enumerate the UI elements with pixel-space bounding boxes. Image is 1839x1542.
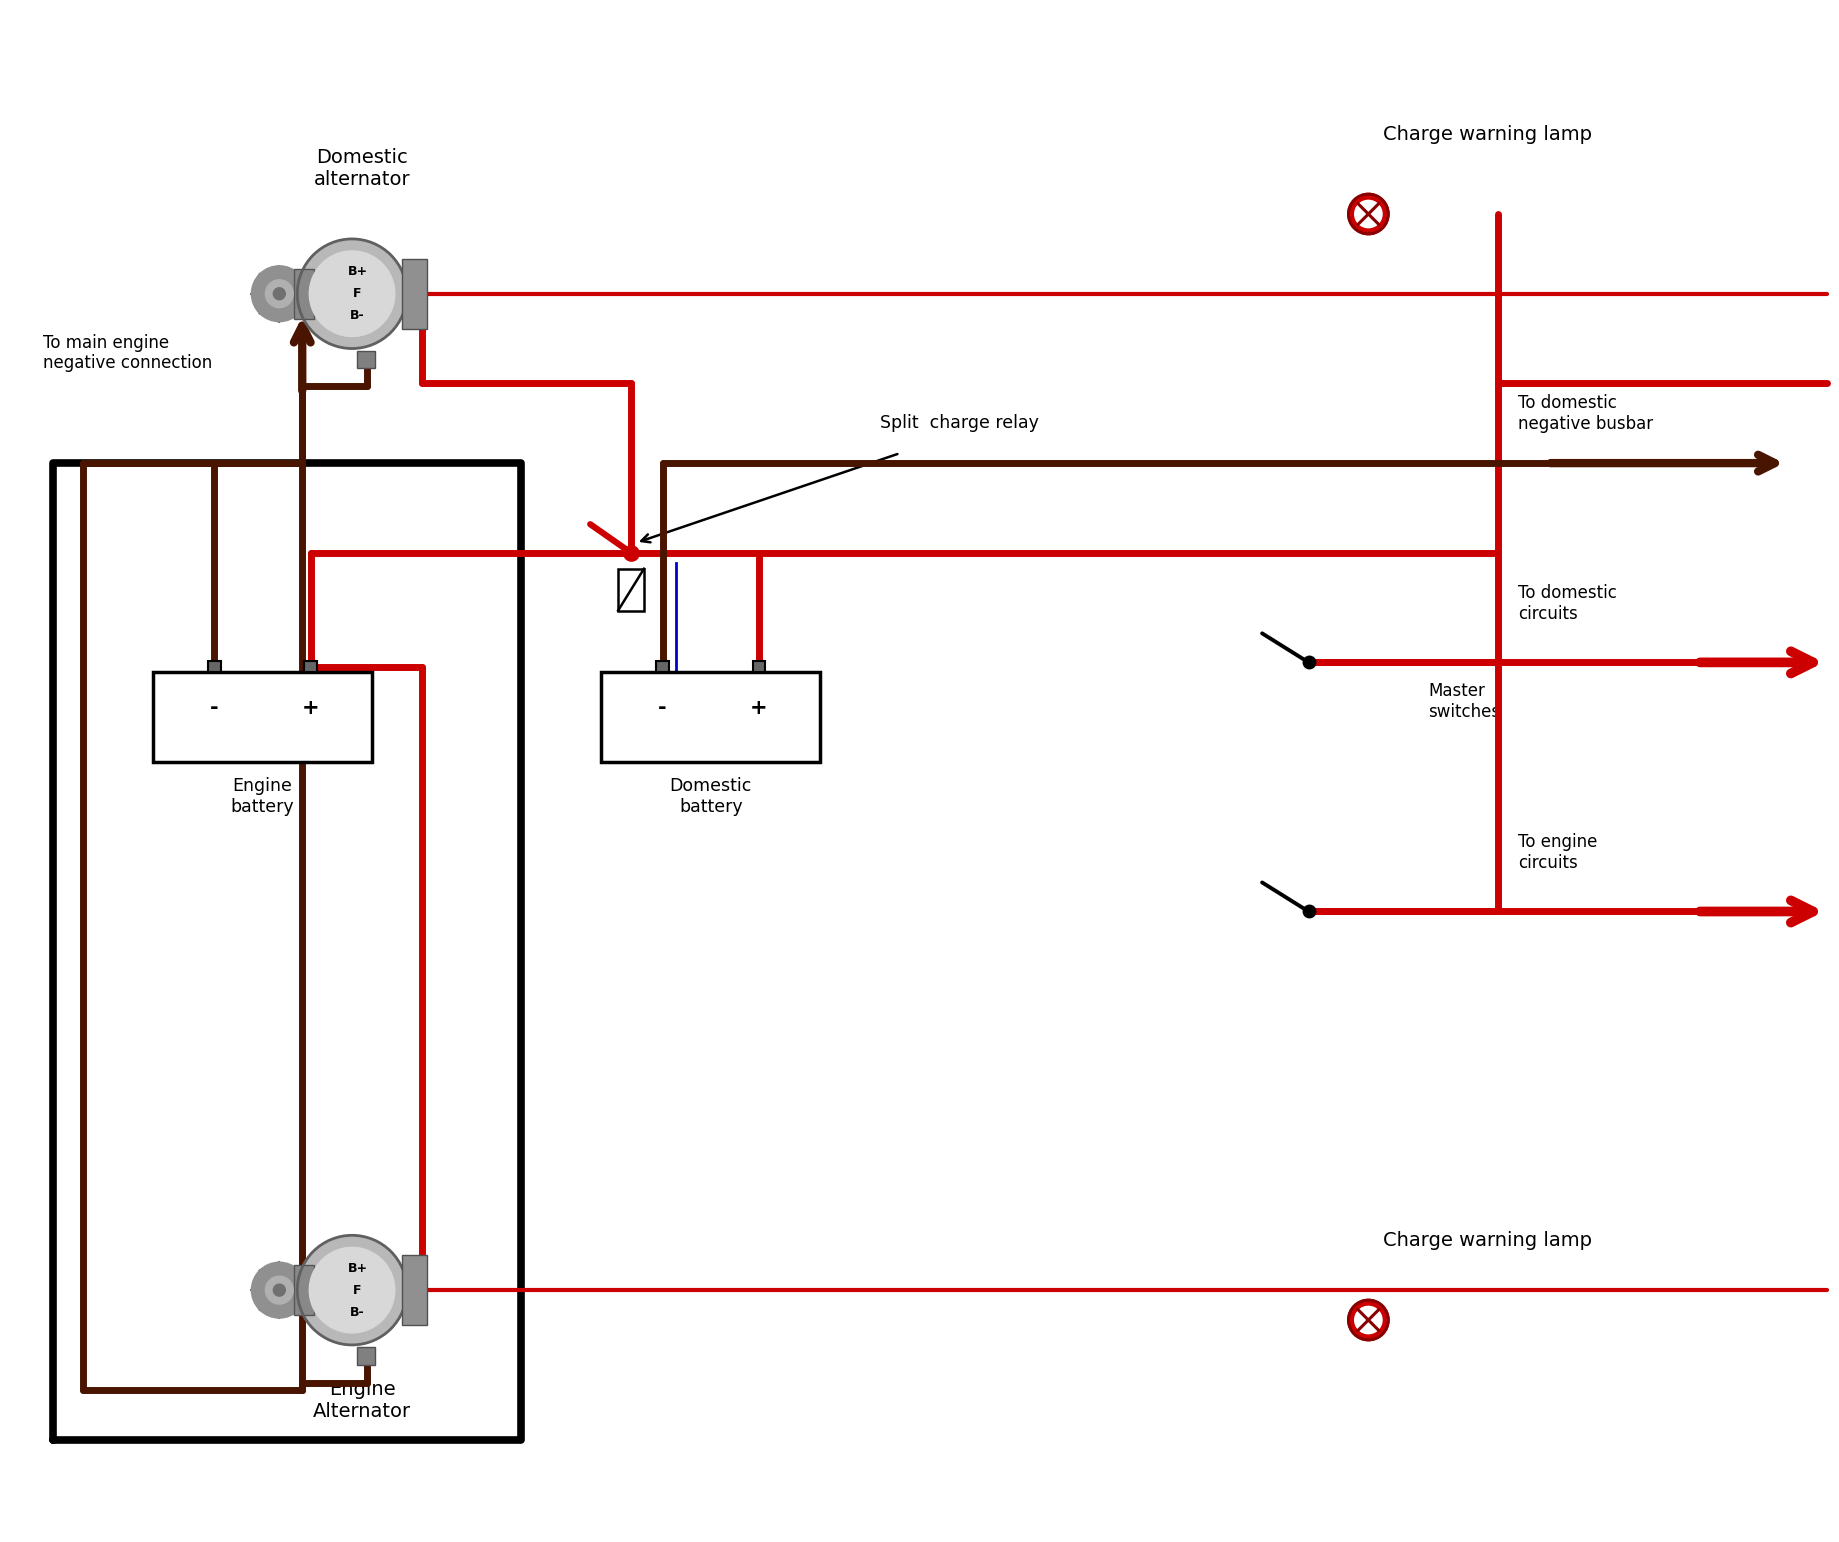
Circle shape xyxy=(298,1235,406,1345)
Text: Charge warning lamp: Charge warning lamp xyxy=(1383,1231,1591,1251)
Circle shape xyxy=(265,1277,292,1305)
Circle shape xyxy=(274,1284,285,1297)
Circle shape xyxy=(252,1263,307,1318)
Text: Engine
Alternator: Engine Alternator xyxy=(313,1380,410,1420)
Text: To domestic
negative busbar: To domestic negative busbar xyxy=(1517,395,1651,433)
FancyBboxPatch shape xyxy=(208,662,221,672)
Circle shape xyxy=(1348,1300,1388,1340)
Text: Master
switches: Master switches xyxy=(1427,682,1499,722)
Text: To engine
circuits: To engine circuits xyxy=(1517,833,1596,871)
Text: B+: B+ xyxy=(348,265,368,278)
FancyBboxPatch shape xyxy=(752,662,765,672)
FancyBboxPatch shape xyxy=(153,672,371,762)
Circle shape xyxy=(1354,199,1381,228)
FancyBboxPatch shape xyxy=(401,259,427,328)
Text: +: + xyxy=(302,699,320,719)
Text: B-: B- xyxy=(349,308,364,322)
FancyBboxPatch shape xyxy=(357,350,375,369)
Circle shape xyxy=(298,239,406,348)
Text: Domestic
alternator: Domestic alternator xyxy=(313,148,410,190)
Text: Domestic
battery: Domestic battery xyxy=(669,777,752,816)
FancyBboxPatch shape xyxy=(294,268,314,319)
Text: +: + xyxy=(750,699,767,719)
FancyBboxPatch shape xyxy=(294,1266,314,1315)
FancyBboxPatch shape xyxy=(618,569,644,611)
FancyBboxPatch shape xyxy=(657,662,669,672)
FancyBboxPatch shape xyxy=(601,672,820,762)
FancyBboxPatch shape xyxy=(303,662,316,672)
Text: B-: B- xyxy=(349,1306,364,1318)
Text: -: - xyxy=(210,699,219,719)
Text: B+: B+ xyxy=(348,1261,368,1275)
Text: To domestic
circuits: To domestic circuits xyxy=(1517,584,1616,623)
Text: F: F xyxy=(353,287,362,301)
Text: To main engine
negative connection: To main engine negative connection xyxy=(42,333,211,372)
Circle shape xyxy=(1348,194,1388,234)
Circle shape xyxy=(274,288,285,299)
Text: -: - xyxy=(658,699,666,719)
Text: F: F xyxy=(353,1283,362,1297)
Text: Engine
battery: Engine battery xyxy=(230,777,294,816)
Circle shape xyxy=(309,251,395,336)
Circle shape xyxy=(1354,1306,1381,1334)
FancyBboxPatch shape xyxy=(357,1346,375,1365)
FancyBboxPatch shape xyxy=(401,1255,427,1325)
Circle shape xyxy=(309,1247,395,1332)
Text: Charge warning lamp: Charge warning lamp xyxy=(1383,125,1591,145)
Text: Split  charge relay: Split charge relay xyxy=(879,415,1039,432)
Circle shape xyxy=(265,279,292,308)
Circle shape xyxy=(252,265,307,322)
